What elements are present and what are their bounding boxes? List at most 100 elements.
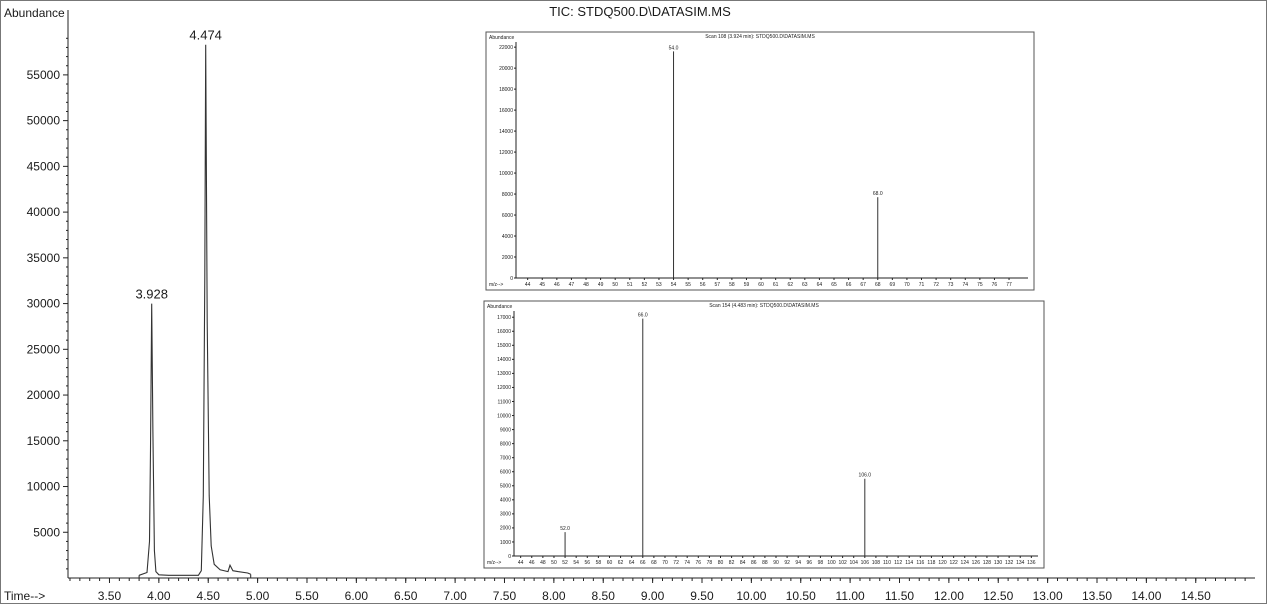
inset-x-tick-label: 120 xyxy=(938,560,947,566)
inset-y-tick-label: 8000 xyxy=(500,441,511,447)
inset-x-tick-label: 72 xyxy=(673,560,679,566)
x-tick-label: 3.50 xyxy=(98,589,122,603)
inset-x-tick-label: 48 xyxy=(583,282,589,288)
inset-x-tick-label: 106 xyxy=(861,560,870,566)
inset-x-label: m/z--> xyxy=(489,282,503,288)
inset-x-tick-label: 63 xyxy=(802,282,808,288)
inset-x-tick-label: 44 xyxy=(518,560,524,566)
inset-y-tick-label: 4000 xyxy=(502,234,513,240)
inset-y-tick-label: 16000 xyxy=(499,108,513,114)
inset-x-tick-label: 110 xyxy=(883,560,891,566)
inset-x-tick-label: 50 xyxy=(551,560,557,566)
inset-x-tick-label: 136 xyxy=(1027,560,1036,566)
x-tick-label: 7.00 xyxy=(443,589,467,603)
inset-x-tick-label: 65 xyxy=(831,282,837,288)
y-tick-label: 50000 xyxy=(27,114,61,128)
inset-y-tick-label: 20000 xyxy=(499,66,513,72)
inset-x-tick-label: 108 xyxy=(872,560,881,566)
inset-y-tick-label: 14000 xyxy=(497,357,511,363)
inset-y-tick-label: 15000 xyxy=(497,343,511,349)
inset-x-tick-label: 60 xyxy=(607,560,613,566)
inset-x-tick-label: 53 xyxy=(656,282,662,288)
y-tick-label: 45000 xyxy=(27,159,61,173)
inset-x-tick-label: 134 xyxy=(1016,560,1025,566)
inset-x-tick-label: 76 xyxy=(992,282,998,288)
inset-x-tick-label: 114 xyxy=(905,560,913,566)
inset-x-tick-label: 71 xyxy=(919,282,925,288)
x-tick-label: 11.50 xyxy=(885,589,914,603)
spectrum-peak-label: 54.0 xyxy=(669,45,679,51)
inset-x-tick-label: 64 xyxy=(629,560,635,566)
inset-x-tick-label: 130 xyxy=(994,560,1003,566)
x-tick-label: 13.50 xyxy=(1082,589,1112,603)
x-tick-label: 10.50 xyxy=(786,589,816,603)
inset-x-tick-label: 70 xyxy=(662,560,668,566)
inset-x-tick-label: 56 xyxy=(700,282,706,288)
inset-y-tick-label: 0 xyxy=(510,276,513,282)
spectrum-peak-label: 66.0 xyxy=(638,313,648,319)
inset-y-tick-label: 2000 xyxy=(502,255,513,261)
inset-y-tick-label: 10000 xyxy=(497,413,511,419)
inset-y-tick-label: 3000 xyxy=(500,512,511,518)
inset-x-tick-label: 59 xyxy=(744,282,750,288)
x-tick-label: 6.50 xyxy=(394,589,418,603)
x-tick-label: 4.50 xyxy=(197,589,221,603)
inset-y-tick-label: 6000 xyxy=(502,213,513,219)
inset-x-tick-label: 52 xyxy=(642,282,648,288)
x-tick-label: 10.00 xyxy=(736,589,766,603)
inset-spectrum-scan-108-frame xyxy=(485,31,1035,291)
x-tick-label: 7.50 xyxy=(493,589,517,603)
inset-y-tick-label: 18000 xyxy=(499,87,513,93)
inset-x-tick-label: 104 xyxy=(850,560,859,566)
x-tick-label: 11.00 xyxy=(836,589,865,603)
inset-y-tick-label: 11000 xyxy=(497,399,511,405)
inset-x-tick-label: 68 xyxy=(651,560,657,566)
inset-x-tick-label: 82 xyxy=(729,560,735,566)
inset-x-tick-label: 62 xyxy=(787,282,793,288)
inset-x-tick-label: 98 xyxy=(818,560,824,566)
y-tick-label: 5000 xyxy=(33,525,60,539)
y-tick-label: 10000 xyxy=(27,480,61,494)
inset-x-tick-label: 90 xyxy=(773,560,779,566)
inset-x-tick-label: 126 xyxy=(972,560,981,566)
inset-spectrum-scan-154: Abundance Scan 154 (4.483 min): STDQ500.D… xyxy=(483,300,1045,569)
inset-x-tick-label: 102 xyxy=(838,560,847,566)
inset-x-tick-label: 74 xyxy=(684,560,690,566)
inset-title: Scan 108 (3.924 min): STDQ500.D\DATASIM.… xyxy=(705,34,815,40)
inset-x-tick-label: 116 xyxy=(916,560,924,566)
inset-x-tick-label: 64 xyxy=(817,282,823,288)
inset-x-tick-label: 60 xyxy=(758,282,764,288)
x-axis-label: Time--> xyxy=(4,589,45,603)
inset-y-tick-label: 4000 xyxy=(500,498,511,504)
inset-x-tick-label: 46 xyxy=(554,282,560,288)
inset-x-tick-label: 122 xyxy=(949,560,958,566)
inset-x-tick-label: 74 xyxy=(962,282,968,288)
inset-x-tick-label: 96 xyxy=(807,560,813,566)
inset-x-tick-label: 86 xyxy=(751,560,757,566)
x-tick-label: 5.50 xyxy=(295,589,319,603)
inset-x-tick-label: 94 xyxy=(795,560,801,566)
inset-x-tick-label: 76 xyxy=(696,560,702,566)
inset-x-tick-label: 45 xyxy=(539,282,545,288)
x-tick-label: 4.00 xyxy=(147,589,171,603)
inset-y-tick-label: 2000 xyxy=(500,526,511,532)
inset-x-tick-label: 118 xyxy=(927,560,935,566)
x-tick-label: 14.00 xyxy=(1131,589,1161,603)
inset-y-tick-label: 8000 xyxy=(502,192,513,198)
y-tick-label: 40000 xyxy=(27,205,61,219)
inset-spectrum-scan-154-frame xyxy=(483,300,1045,569)
inset-x-tick-label: 67 xyxy=(860,282,866,288)
x-tick-label: 13.00 xyxy=(1033,589,1063,603)
x-tick-label: 9.50 xyxy=(690,589,714,603)
inset-x-tick-label: 55 xyxy=(685,282,691,288)
inset-x-tick-label: 47 xyxy=(569,282,575,288)
inset-x-tick-label: 73 xyxy=(948,282,954,288)
y-tick-label: 35000 xyxy=(27,251,61,265)
inset-x-tick-label: 48 xyxy=(540,560,546,566)
inset-y-tick-label: 6000 xyxy=(500,470,511,476)
inset-x-tick-label: 132 xyxy=(1005,560,1014,566)
inset-y-tick-label: 13000 xyxy=(497,371,511,377)
inset-y-label: Abundance xyxy=(489,35,515,41)
